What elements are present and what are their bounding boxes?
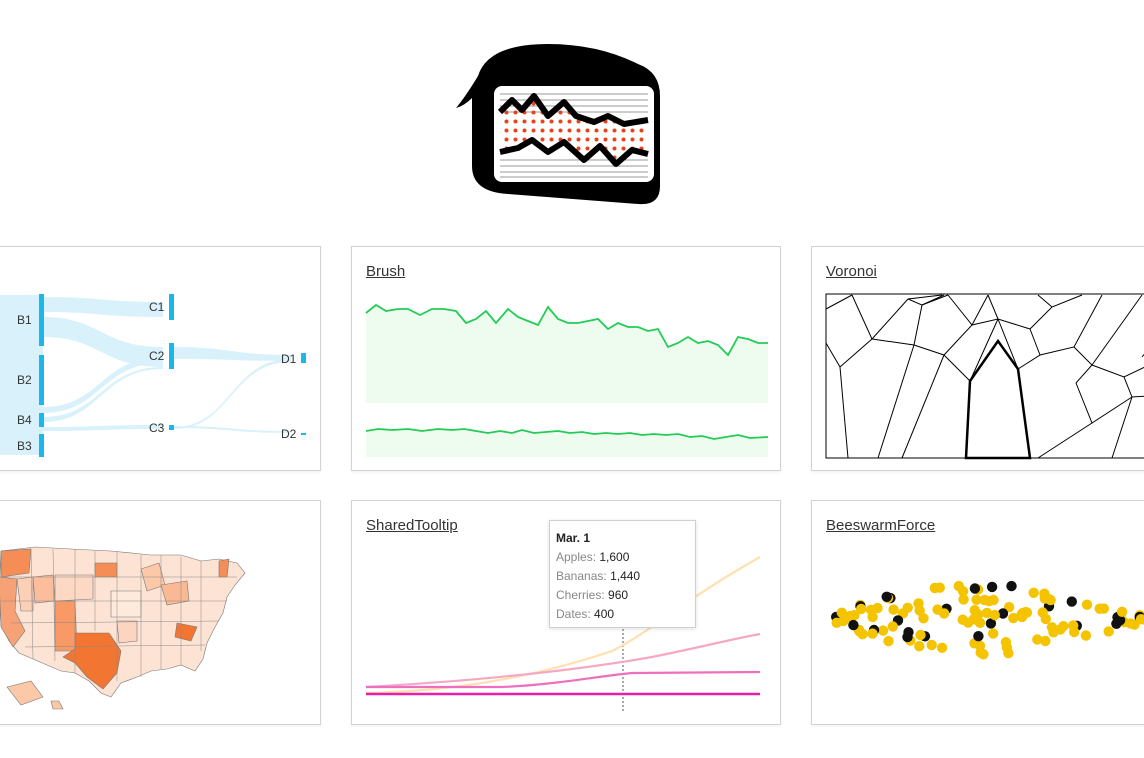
beeswarm-dot <box>915 629 926 641</box>
beeswarm-dot <box>1069 626 1080 638</box>
beeswarm-dot <box>1045 594 1056 606</box>
beeswarm-dot <box>973 631 984 642</box>
beeswarm-dot <box>1032 634 1043 645</box>
beeswarm-dot <box>1003 648 1014 659</box>
beeswarm-dot <box>887 621 898 632</box>
beeswarm-card[interactable]: BeeswarmForce <box>811 500 1144 725</box>
sankey-node-d2: D2 <box>281 427 297 441</box>
beeswarm-dot <box>856 603 867 615</box>
beeswarm-title[interactable]: BeeswarmForce <box>826 517 936 534</box>
beeswarm-dot <box>903 627 914 638</box>
beeswarm-dot <box>840 611 851 622</box>
beeswarm-dot <box>867 628 878 639</box>
beeswarm-dot <box>1094 603 1105 614</box>
beeswarm-dot <box>971 594 982 605</box>
us-choropleth-map[interactable] <box>0 501 321 725</box>
beeswarm-dot <box>1037 607 1048 618</box>
beeswarm-dot <box>936 642 948 653</box>
sankey-card[interactable]: B1 B2 B4 B3 C1 C2 C3 D1 D2 <box>0 246 321 471</box>
voronoi-title[interactable]: Voronoi <box>826 263 877 280</box>
map-card[interactable] <box>0 500 321 725</box>
tooltip-row-apples: Apples: 1,600 <box>556 550 630 564</box>
sankey-node-c2: C2 <box>149 349 165 363</box>
beeswarm-dot <box>1116 606 1128 617</box>
shared-tooltip-title[interactable]: SharedTooltip <box>366 517 458 534</box>
cake-logo <box>456 44 660 205</box>
sankey-node-c1: C1 <box>149 300 165 314</box>
brush-title[interactable]: Brush <box>366 263 406 280</box>
beeswarm-dot <box>1114 615 1126 626</box>
beeswarm-dot <box>881 591 892 602</box>
beeswarm-dot <box>969 583 981 594</box>
sankey-node-b4: B4 <box>17 413 32 427</box>
beeswarm-dot <box>867 611 878 623</box>
beeswarm-dot <box>985 618 997 629</box>
beeswarm-dot <box>957 614 968 625</box>
beeswarm-dot <box>953 580 964 592</box>
sankey-node-b3: B3 <box>17 439 32 453</box>
beeswarm-dot <box>1066 596 1077 607</box>
beeswarm-dot <box>934 582 945 593</box>
beeswarm-dot <box>918 613 929 624</box>
beeswarm-dot <box>848 619 859 631</box>
brush-card[interactable]: Brush <box>351 246 781 471</box>
beeswarm-dot <box>986 581 998 593</box>
beeswarm-dot <box>1080 630 1092 641</box>
beeswarm-dot <box>1135 614 1144 625</box>
beeswarm-chart[interactable] <box>812 501 1144 725</box>
beeswarm-dot <box>926 639 937 651</box>
voronoi-chart[interactable] <box>812 247 1144 471</box>
beeswarm-dot <box>914 641 925 652</box>
beeswarm-dot <box>1028 587 1039 598</box>
beeswarm-dot <box>1006 580 1017 592</box>
beeswarm-dot <box>914 605 925 616</box>
beeswarm-dot <box>902 602 913 613</box>
sankey-chart: B1 B2 B4 B3 C1 C2 C3 D1 D2 <box>0 294 306 457</box>
sankey-node-d1: D1 <box>281 352 297 366</box>
beeswarm-dot <box>1081 599 1093 610</box>
sankey-node-b2: B2 <box>17 373 32 387</box>
beeswarm-dot <box>1040 635 1051 647</box>
shared-tooltip-chart[interactable] <box>352 501 781 725</box>
beeswarm-dot <box>969 605 980 616</box>
beeswarm-dot <box>877 625 889 636</box>
sankey-node-b1: B1 <box>17 313 32 327</box>
beeswarm-dot <box>1020 606 1031 618</box>
beeswarm-dot <box>989 609 1000 621</box>
beeswarm-dot <box>1008 612 1019 624</box>
tooltip-row-dates: Dates: 400 <box>556 607 615 621</box>
shared-tooltip: Mar. 1 Apples: 1,600 Bananas: 1,440 Cher… <box>549 520 696 628</box>
beeswarm-dot <box>983 595 995 607</box>
beeswarm-dot <box>988 628 999 639</box>
beeswarm-dot <box>883 635 894 647</box>
tooltip-title: Mar. 1 <box>556 531 591 545</box>
tooltip-row-cherries: Cherries: 960 <box>556 588 629 602</box>
tooltip-row-bananas: Bananas: 1,440 <box>556 569 641 583</box>
beeswarm-dot <box>1103 626 1114 637</box>
beeswarm-dot <box>1058 621 1069 632</box>
beeswarm-dot <box>978 649 989 660</box>
voronoi-card[interactable]: Voronoi <box>811 246 1144 471</box>
brush-chart[interactable] <box>352 247 781 471</box>
beeswarm-dot <box>888 604 899 615</box>
beeswarm-dot <box>997 608 1009 619</box>
beeswarm-dot <box>974 617 986 628</box>
beeswarm-dot <box>958 594 969 605</box>
beeswarm-dot <box>938 608 950 619</box>
sankey-node-c3: C3 <box>149 421 165 435</box>
beeswarm-dot <box>872 602 883 614</box>
shared-tooltip-card[interactable]: SharedTooltip Mar. 1 Apples: 1,600 Banan… <box>351 500 781 725</box>
